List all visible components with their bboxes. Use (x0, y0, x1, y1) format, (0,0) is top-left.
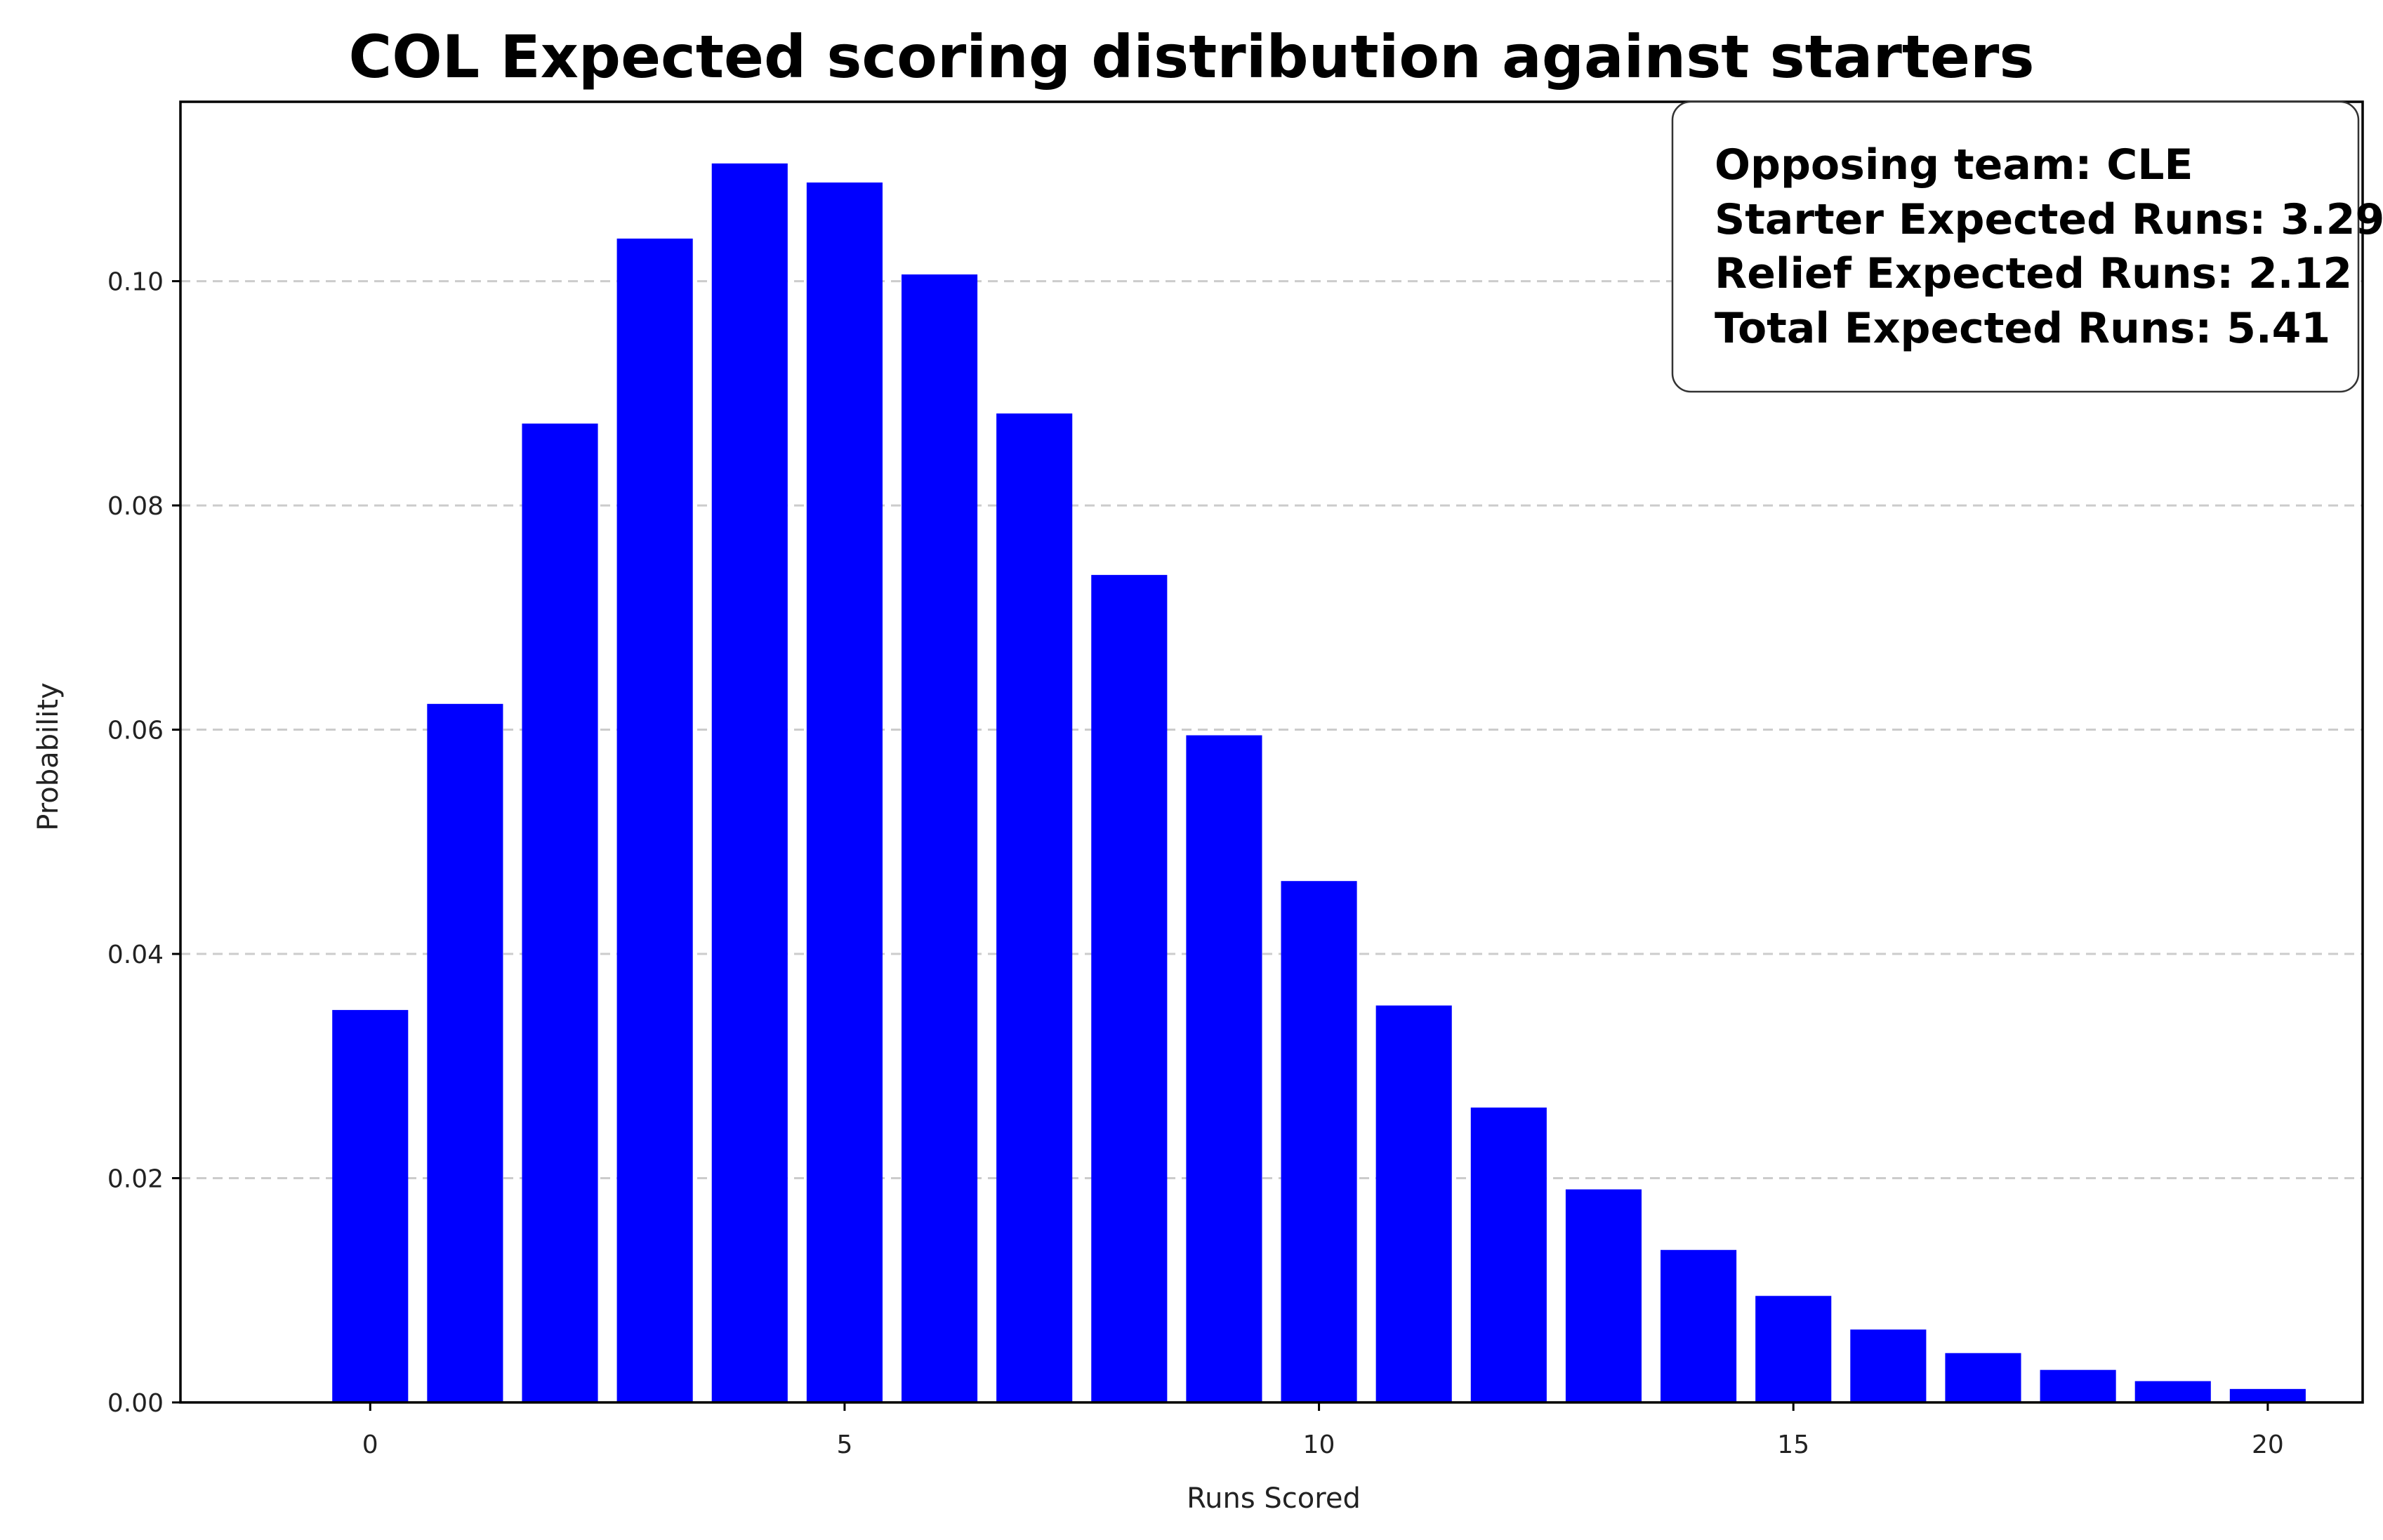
bar (711, 163, 788, 1402)
bar (1945, 1353, 2021, 1402)
x-tick-label: 10 (1303, 1431, 1335, 1459)
bar (1850, 1329, 1927, 1402)
y-tick-label: 0.00 (107, 1389, 164, 1418)
y-tick-label: 0.10 (107, 268, 164, 297)
bar (1375, 1005, 1452, 1402)
x-tick-label: 20 (2252, 1431, 2284, 1459)
x-tick-label: 0 (362, 1431, 378, 1459)
grid (180, 280, 2363, 1180)
x-tick-label: 15 (1777, 1431, 1809, 1459)
x-axis: 0 5 10 15 20 (362, 1402, 2284, 1459)
info-total-runs: Total Expected Runs: 5.41 (1715, 304, 2330, 353)
bar (2134, 1381, 2211, 1402)
x-axis-label: Runs Scored (1187, 1482, 1361, 1515)
bar (806, 182, 883, 1402)
bars (332, 163, 2306, 1402)
bar (1755, 1296, 1832, 1402)
info-box: Opposing team: CLE Starter Expected Runs… (1671, 100, 2383, 393)
bar (2229, 1388, 2306, 1402)
y-tick-label: 0.06 (107, 717, 164, 745)
bar (1281, 881, 1357, 1402)
bar (996, 413, 1073, 1402)
plot-frame (179, 100, 2364, 1404)
bar (1091, 575, 1168, 1402)
info-relief-runs: Relief Expected Runs: 2.12 (1715, 249, 2352, 298)
y-axis: 0.00 0.02 0.04 0.06 0.08 0.10 (107, 268, 180, 1418)
bar (1661, 1249, 1737, 1402)
bar (1470, 1107, 1547, 1402)
bar (522, 423, 598, 1402)
bar (2040, 1369, 2116, 1402)
bar (332, 1009, 409, 1402)
x-tick-label: 5 (836, 1431, 852, 1459)
y-tick-label: 0.02 (107, 1165, 164, 1194)
bar (1565, 1189, 1642, 1402)
info-opposing-team: Opposing team: CLE (1715, 140, 2193, 190)
info-starter-runs: Starter Expected Runs: 3.29 (1715, 195, 2383, 244)
y-tick-label: 0.04 (107, 941, 164, 969)
bar (427, 703, 503, 1402)
info-box-background (1671, 100, 2360, 393)
bar (1186, 735, 1262, 1402)
bar (901, 274, 978, 1402)
chart-title: COL Expected scoring distribution agains… (349, 22, 2035, 91)
y-axis-label: Probability (32, 682, 65, 830)
bar (616, 238, 693, 1402)
y-tick-label: 0.08 (107, 492, 164, 521)
